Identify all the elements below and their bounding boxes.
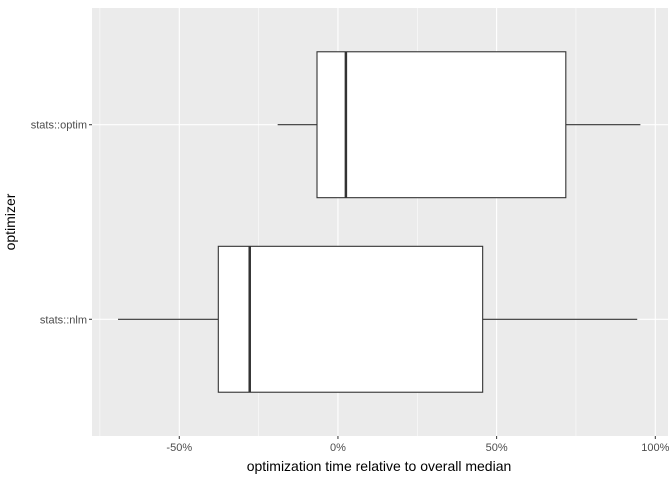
box-stats-nlm [118, 245, 638, 393]
x-tick-label: 50% [486, 442, 508, 454]
axes: -50% 0% 50% 100% stats::nlm stats::optim [31, 120, 670, 454]
x-tick-label: 0% [330, 442, 346, 454]
box-iqr [316, 51, 567, 199]
x-axis-title: optimization time relative to overall me… [247, 458, 512, 474]
boxes [118, 51, 641, 393]
box-stats-optim [277, 51, 641, 199]
y-tick-label: stats::nlm [40, 314, 87, 326]
x-tick-label: -50% [166, 442, 192, 454]
box-iqr [217, 245, 484, 393]
y-tick-label: stats::optim [31, 120, 87, 132]
x-tick-label: 100% [641, 442, 669, 454]
y-axis-title: optimizer [2, 193, 18, 250]
